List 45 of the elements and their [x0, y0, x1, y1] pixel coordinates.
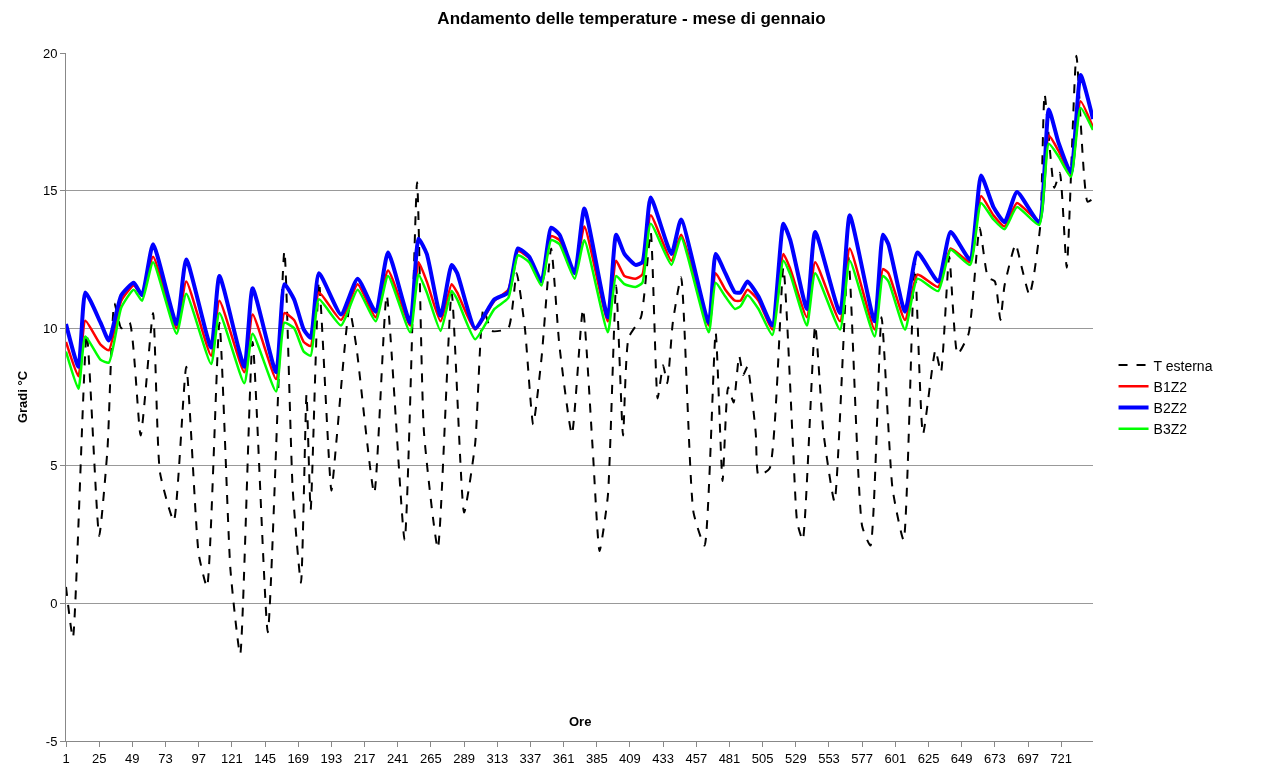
x-tick-label: 193: [320, 750, 343, 766]
x-tick-label: 505: [751, 750, 774, 766]
y-axis-title: Gradi °C: [14, 370, 30, 424]
x-tick-label: 217: [353, 750, 376, 766]
legend-label: T esterna: [1153, 357, 1213, 374]
x-tick-label: 121: [221, 750, 243, 766]
x-tick-label: 577: [851, 750, 874, 766]
x-tick-label: 481: [718, 750, 741, 766]
x-tick-label: 673: [984, 750, 1006, 766]
x-tick-label: 721: [1050, 750, 1073, 766]
x-tick-label: 49: [125, 750, 140, 766]
x-tick-label: 409: [619, 750, 641, 766]
chart-title: Andamento delle temperature - mese di gennaio: [437, 8, 826, 28]
x-tick-label: 433: [652, 750, 674, 766]
x-tick-label: 361: [552, 750, 575, 766]
x-tick-label: 553: [818, 750, 840, 766]
legend-label: B2Z2: [1153, 399, 1188, 416]
x-tick-label: 25: [91, 750, 107, 766]
x-tick-label: 385: [585, 750, 608, 766]
x-tick-label: 313: [486, 750, 509, 766]
legend-label: B1Z2: [1153, 378, 1188, 395]
legend-label: B3Z2: [1153, 421, 1188, 438]
x-axis-title: Ore: [569, 714, 592, 729]
x-tick-label: 457: [685, 750, 708, 766]
x-tick-label: 649: [950, 750, 973, 766]
x-tick-label: 529: [784, 750, 807, 766]
y-tick-label: -5: [45, 733, 58, 749]
x-tick-label: 601: [884, 750, 907, 766]
x-tick-label: 145: [254, 750, 276, 766]
y-tick-label: 0: [50, 595, 58, 611]
x-tick-label: 289: [453, 750, 475, 766]
x-tick-label: 97: [191, 750, 206, 766]
x-tick-label: 337: [519, 750, 542, 766]
x-tick-label: 625: [917, 750, 940, 766]
x-tick-label: 697: [1017, 750, 1039, 766]
x-tick-label: 73: [158, 750, 173, 766]
y-tick-label: 5: [50, 458, 58, 474]
x-tick-label: 169: [287, 750, 310, 766]
x-tick-label: 1: [62, 750, 70, 766]
line-series: [66, 54, 1093, 656]
y-tick-label: 15: [42, 183, 58, 199]
x-tick-label: 241: [386, 750, 409, 766]
y-tick-label: 20: [42, 45, 58, 61]
y-tick-label: 10: [42, 320, 58, 336]
x-tick-label: 265: [420, 750, 442, 766]
